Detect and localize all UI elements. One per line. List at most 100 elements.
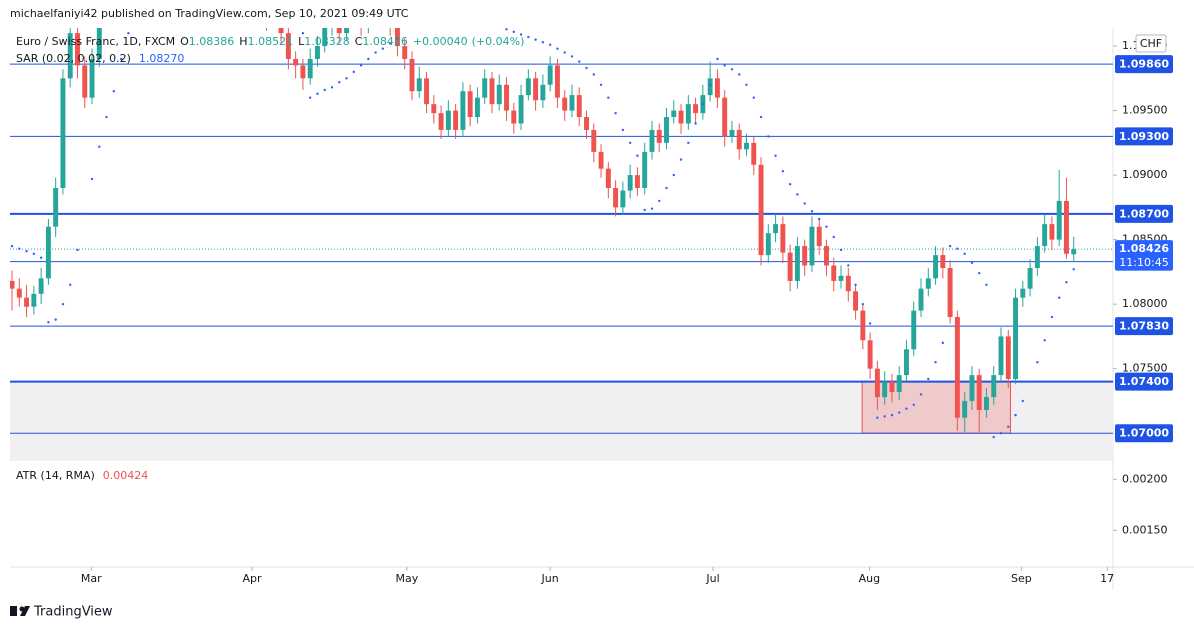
candle-body — [482, 78, 488, 98]
candle-body — [1027, 268, 1033, 289]
sar-dot — [752, 96, 755, 99]
sar-dot — [948, 244, 952, 248]
sar-dot — [963, 252, 966, 256]
ohlc-prefix: C — [355, 35, 363, 48]
sar-dot — [505, 28, 508, 31]
candle-body — [409, 58, 415, 92]
candle-body — [671, 110, 677, 118]
candle-body — [307, 58, 313, 79]
sar-dot — [738, 73, 741, 76]
sar-dot — [338, 80, 341, 84]
change: +0.00040 — [413, 35, 468, 48]
sar-dot — [512, 30, 515, 34]
candle-body — [533, 78, 539, 101]
candle-body — [242, 0, 247, 1]
symbol: Euro / Swiss Franc, 1D, FXCM — [16, 35, 175, 48]
candle-body — [518, 95, 524, 124]
atr-value: 0.00424 — [103, 469, 149, 482]
candle-body — [424, 78, 430, 105]
candle-body — [845, 275, 851, 292]
ohlc-prefix: O — [180, 35, 189, 48]
sar-dot — [839, 248, 843, 252]
candle-body — [649, 129, 655, 152]
sar-dot — [1036, 361, 1039, 364]
sar-dot — [1028, 380, 1032, 383]
sar-dot — [861, 302, 865, 306]
sar-dot — [898, 411, 901, 414]
candle-body — [67, 33, 73, 79]
sar-dot — [970, 261, 974, 265]
candle-body — [45, 226, 51, 279]
candle-body — [24, 297, 30, 307]
sar-dot — [10, 244, 14, 248]
candle-body — [96, 28, 102, 59]
sar-dot — [127, 31, 130, 35]
sar-dot — [61, 302, 65, 306]
sar-dot — [491, 23, 493, 25]
sar-dot — [876, 416, 879, 419]
sar-dot — [69, 283, 72, 286]
sar-dot — [440, 1, 442, 3]
candle-body — [10, 280, 15, 289]
level-label-bg — [1115, 424, 1173, 443]
last-price-label: 1.08426 — [1119, 242, 1169, 255]
price-pane — [10, 0, 1113, 459]
sar-dot — [665, 186, 668, 190]
sar-dot — [39, 256, 43, 259]
sar-dot — [469, 15, 471, 17]
sar-dot — [679, 158, 683, 161]
candle-body — [16, 288, 22, 298]
sar-dot — [716, 57, 719, 61]
candle-body — [831, 265, 837, 281]
sar-dot — [977, 271, 981, 275]
candle-body — [620, 190, 626, 208]
candle-body — [394, 28, 400, 47]
sar-dot — [388, 42, 392, 45]
level-label-bg — [1115, 204, 1173, 223]
candle-body — [53, 188, 59, 227]
sar-dot — [868, 322, 872, 325]
candle-body — [1071, 249, 1077, 255]
candle-body — [344, 28, 350, 34]
candle-body — [969, 375, 975, 401]
sar-dot — [810, 210, 814, 213]
candle-body — [1063, 200, 1069, 254]
candle-body — [714, 78, 720, 98]
level-label: 1.09860 — [1119, 58, 1169, 71]
candle-body — [765, 233, 771, 256]
sar-dot — [796, 193, 799, 196]
candle-body — [933, 255, 939, 279]
sar-dot — [723, 64, 726, 67]
candle-body — [1056, 200, 1062, 240]
sar-dot — [847, 264, 850, 267]
sar-dot — [323, 88, 326, 92]
candle-body — [1034, 246, 1040, 269]
sar-dot — [992, 435, 995, 439]
sar-dot — [919, 393, 923, 396]
candle-body — [976, 375, 982, 410]
candle-body — [1013, 297, 1019, 379]
candle-body — [460, 91, 466, 130]
footer-brand: TradingView — [33, 605, 113, 620]
sar-dot — [352, 70, 356, 74]
ohlc-value: 1.08426 — [362, 35, 408, 48]
sar-dot — [294, 22, 296, 24]
candle-body — [867, 340, 873, 369]
sar-dot — [999, 431, 1003, 435]
sar-dot — [890, 413, 894, 417]
candle-body — [591, 129, 597, 152]
candle-body — [642, 151, 648, 189]
candle-body — [889, 381, 895, 392]
candle-body — [664, 117, 669, 143]
candle-body — [1005, 336, 1011, 379]
candle-body — [787, 252, 793, 281]
sar-dot — [759, 115, 763, 119]
ohlc-value: 1.08328 — [304, 35, 350, 48]
candle-body — [947, 268, 953, 318]
sar-dot — [883, 415, 886, 418]
candle-body — [816, 226, 822, 247]
x-tick-label: Sep — [1011, 572, 1032, 585]
candle-body — [1020, 288, 1026, 298]
sar-dot — [701, 102, 705, 106]
sar-dot — [745, 83, 748, 86]
